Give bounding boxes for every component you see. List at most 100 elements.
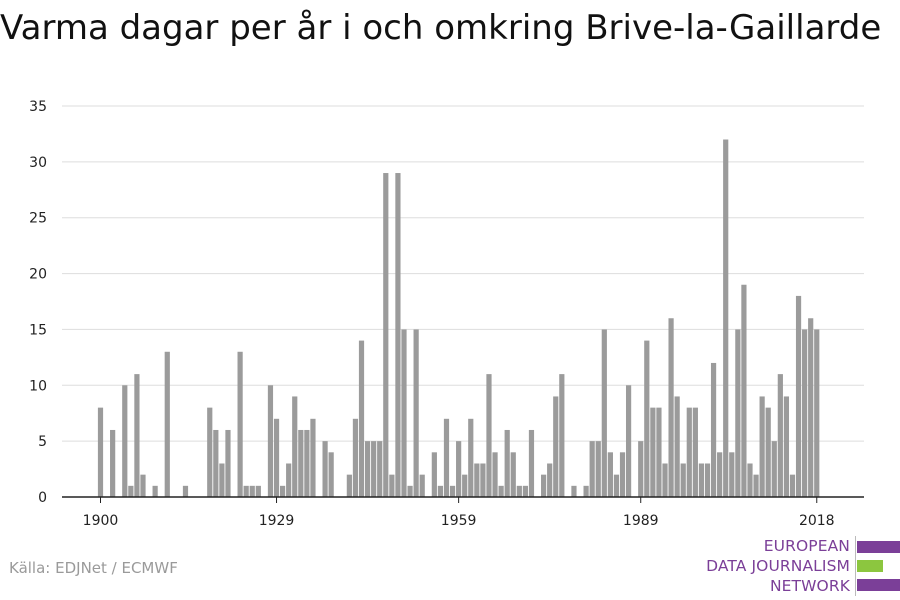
bar-1938 bbox=[328, 452, 334, 497]
bar-1996 bbox=[680, 463, 686, 497]
bars bbox=[97, 139, 820, 497]
bar-1985 bbox=[613, 474, 620, 497]
bar-2001 bbox=[710, 362, 717, 497]
bar-1974 bbox=[547, 463, 553, 497]
bar-1963 bbox=[480, 463, 486, 497]
bar-1976 bbox=[559, 374, 565, 497]
logo-bar-purple-bottom bbox=[857, 579, 900, 591]
y-tick-label-30: 30 bbox=[29, 155, 47, 171]
x-tick-label-1929: 1929 bbox=[259, 513, 295, 529]
bar-1956 bbox=[437, 485, 444, 497]
bar-1962 bbox=[474, 463, 480, 497]
x-axis: 1900 1929 1959 1989 2018 bbox=[62, 496, 864, 529]
bar-1964 bbox=[486, 374, 492, 497]
y-tick-label-20: 20 bbox=[29, 267, 47, 283]
bar-2018 bbox=[814, 329, 820, 497]
bar-1930 bbox=[280, 485, 286, 497]
x-tick-label-1959: 1959 bbox=[441, 513, 477, 529]
logo-bar-purple-top bbox=[857, 541, 900, 553]
bar-1957 bbox=[443, 418, 450, 497]
bar-1928 bbox=[267, 385, 274, 497]
y-tick-label-15: 15 bbox=[29, 322, 47, 338]
bar-1952 bbox=[413, 329, 419, 497]
bar-1904 bbox=[122, 385, 128, 497]
x-tick-label-1989: 1989 bbox=[623, 513, 659, 529]
bar-1971 bbox=[528, 429, 535, 497]
bar-1931 bbox=[286, 463, 292, 497]
bar-1973 bbox=[541, 474, 547, 497]
x-tick-label-1900: 1900 bbox=[83, 513, 119, 529]
bar-1935 bbox=[310, 418, 316, 497]
bar-1993 bbox=[662, 463, 668, 497]
bar-1984 bbox=[607, 452, 613, 497]
bar-2015 bbox=[795, 295, 802, 497]
bar-1923 bbox=[237, 351, 243, 497]
bar-1990 bbox=[644, 340, 650, 497]
bar-1978 bbox=[571, 485, 577, 497]
gridlines bbox=[62, 105, 864, 442]
bar-1942 bbox=[352, 418, 359, 497]
logo-divider bbox=[855, 536, 856, 596]
bar-1969 bbox=[516, 485, 522, 497]
bar-1955 bbox=[431, 452, 437, 497]
bar-1959 bbox=[456, 441, 462, 497]
source-note: Källa: EDJNet / ECMWF bbox=[9, 559, 178, 577]
logo-line-european: EUROPEAN bbox=[763, 537, 850, 555]
bar-1947 bbox=[383, 173, 389, 497]
bar-1951 bbox=[407, 485, 413, 497]
logo-line-network: NETWORK bbox=[769, 577, 850, 595]
bar-1934 bbox=[304, 429, 310, 497]
x-tick-label-2018: 2018 bbox=[799, 513, 835, 529]
bar-2004 bbox=[729, 452, 735, 497]
bar-1925 bbox=[249, 485, 255, 497]
bar-1902 bbox=[110, 429, 116, 497]
bar-2003 bbox=[723, 139, 729, 497]
bar-1900 bbox=[97, 407, 104, 497]
bar-1948 bbox=[389, 474, 395, 497]
bar-2011 bbox=[771, 441, 777, 497]
y-tick-label-5: 5 bbox=[38, 434, 47, 450]
bar-1920 bbox=[219, 463, 225, 497]
bar-1967 bbox=[504, 429, 510, 497]
bar-1966 bbox=[498, 485, 504, 497]
bar-1991 bbox=[650, 407, 656, 497]
bar-1992 bbox=[656, 407, 662, 497]
bar-1906 bbox=[134, 374, 140, 497]
bar-1981 bbox=[589, 441, 595, 497]
y-axis-tick-labels: 0 5 10 15 20 25 30 35 bbox=[29, 99, 47, 506]
bar-1999 bbox=[698, 463, 705, 497]
y-tick-label-35: 35 bbox=[29, 99, 47, 115]
bar-1953 bbox=[419, 474, 425, 497]
bar-1986 bbox=[619, 452, 626, 497]
bar-2014 bbox=[789, 474, 796, 497]
chart-title: Varma dagar per år i och omkring Brive-l… bbox=[0, 8, 882, 48]
bar-2007 bbox=[747, 463, 753, 497]
bar-1983 bbox=[601, 329, 607, 497]
bar-1919 bbox=[213, 429, 219, 497]
bar-2017 bbox=[808, 318, 814, 497]
bar-2008 bbox=[753, 474, 759, 497]
bar-1958 bbox=[449, 485, 456, 497]
bar-2000 bbox=[704, 463, 711, 497]
bar-1995 bbox=[674, 396, 680, 497]
bar-1998 bbox=[692, 407, 698, 497]
bar-1965 bbox=[492, 452, 498, 497]
bar-2013 bbox=[783, 396, 790, 497]
bar-1980 bbox=[583, 485, 589, 497]
logo-bar-green bbox=[857, 560, 883, 572]
bar-1975 bbox=[553, 396, 559, 497]
bar-1968 bbox=[510, 452, 516, 497]
bar-2002 bbox=[717, 452, 723, 497]
bar-1926 bbox=[255, 485, 261, 497]
bar-1944 bbox=[364, 441, 371, 497]
bar-1961 bbox=[468, 418, 474, 497]
bar-2016 bbox=[802, 329, 808, 497]
bar-1949 bbox=[395, 173, 401, 497]
bar-2009 bbox=[759, 396, 765, 497]
bar-1918 bbox=[207, 407, 213, 497]
bar-1924 bbox=[243, 485, 249, 497]
bar-1946 bbox=[377, 441, 383, 497]
bar-1943 bbox=[358, 340, 365, 497]
bar-1941 bbox=[346, 474, 352, 497]
